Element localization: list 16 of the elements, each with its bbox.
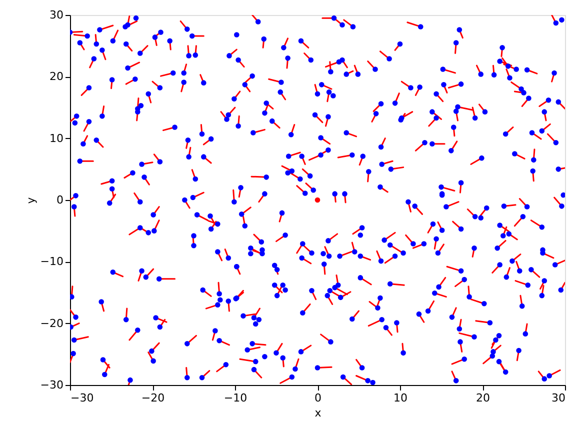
y-tick-label: 0 bbox=[56, 194, 64, 206]
y-tick-label: −30 bbox=[40, 378, 64, 392]
x-tick-label: −30 bbox=[70, 392, 94, 404]
y-tick-label: −20 bbox=[40, 316, 64, 330]
x-tick-label: 30 bbox=[552, 392, 566, 404]
y-tick-label: 20 bbox=[50, 70, 64, 84]
y-tick-label: −10 bbox=[40, 255, 64, 268]
x-tick-label: −20 bbox=[141, 392, 165, 404]
x-tick-label: −10 bbox=[224, 392, 248, 404]
x-tick-label: 20 bbox=[476, 392, 490, 404]
y-tick-label: 10 bbox=[50, 132, 64, 145]
x-axis-title: x bbox=[314, 406, 322, 420]
x-tick-label: 0 bbox=[314, 392, 322, 404]
y-tick-label: 30 bbox=[50, 8, 64, 22]
x-tick-label: 10 bbox=[394, 392, 408, 404]
y-axis-title: y bbox=[24, 196, 38, 204]
